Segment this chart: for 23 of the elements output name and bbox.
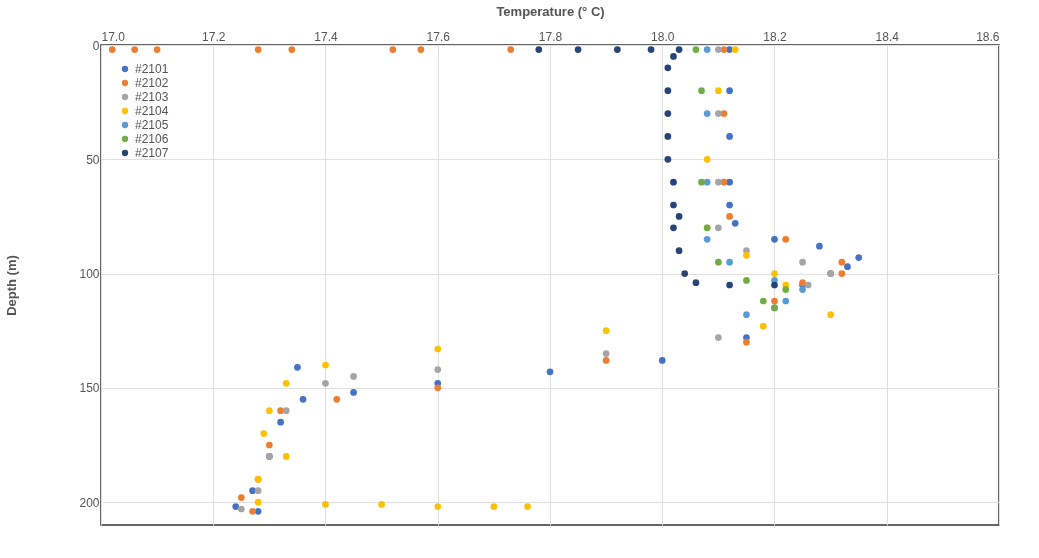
legend-label: #2107 [135, 146, 169, 160]
legend-label: #2105 [135, 118, 169, 132]
y-tick-label: 0 [92, 38, 100, 53]
x-axis-title: Temperature (° C) [496, 3, 605, 19]
x-tick-label: 17.2 [202, 29, 226, 44]
y-tick-label: 150 [79, 381, 100, 396]
x-tick-label: 18.4 [875, 29, 900, 44]
x-tick-label: 18.6 [976, 29, 1000, 44]
x-tick-label: 18.0 [651, 29, 675, 44]
legend-label: #2102 [135, 76, 169, 90]
x-tick-label: 17.4 [314, 29, 338, 44]
legend-label: #2103 [135, 90, 169, 104]
y-axis-title: Depth (m) [4, 255, 20, 316]
legend-label: #2101 [135, 62, 169, 76]
legend-label: #2106 [135, 132, 169, 146]
x-tick-label: 17.8 [538, 29, 563, 44]
y-tick-label: 100 [79, 267, 100, 282]
y-tick-label: 50 [86, 152, 100, 167]
x-tick-label: 17.0 [101, 29, 126, 44]
x-tick-label: 18.2 [763, 29, 787, 44]
y-tick-label: 200 [79, 495, 100, 510]
legend-label: #2104 [135, 104, 169, 118]
x-tick-label: 17.6 [426, 29, 451, 44]
